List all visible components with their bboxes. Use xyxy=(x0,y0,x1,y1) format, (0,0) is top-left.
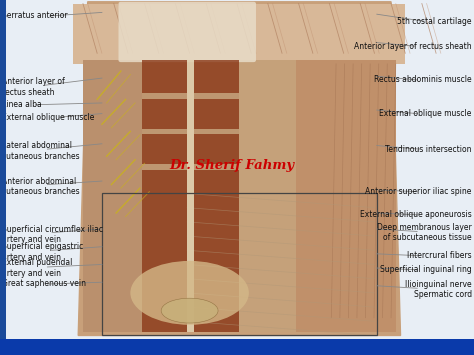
Polygon shape xyxy=(78,2,401,335)
Text: Rectus abdominis muscle: Rectus abdominis muscle xyxy=(374,75,472,84)
Bar xyxy=(142,60,187,332)
Bar xyxy=(194,93,239,99)
Text: Deep membranous layer
of subcutaneous tissue: Deep membranous layer of subcutaneous ti… xyxy=(377,223,472,242)
Text: Serratus anterior: Serratus anterior xyxy=(2,11,68,21)
Bar xyxy=(0,0,6,355)
Text: Superficial inguinal ring: Superficial inguinal ring xyxy=(380,265,472,274)
Text: Tendinous intersection: Tendinous intersection xyxy=(385,144,472,154)
Bar xyxy=(239,60,296,332)
Text: Ilioinguinal nerve
Spermatic cord: Ilioinguinal nerve Spermatic cord xyxy=(405,280,472,299)
Bar xyxy=(142,164,187,170)
Bar xyxy=(0,339,474,355)
Bar xyxy=(194,60,239,332)
FancyBboxPatch shape xyxy=(118,2,256,62)
Text: Dr. Sherif Fahmy: Dr. Sherif Fahmy xyxy=(170,159,295,171)
Bar xyxy=(142,129,187,134)
Bar xyxy=(83,60,142,332)
Text: 5th costal cartilage: 5th costal cartilage xyxy=(397,17,472,26)
Text: Superficial circumflex iliac
artery and vein: Superficial circumflex iliac artery and … xyxy=(2,225,103,244)
Text: Anterior layer of
rectus sheath: Anterior layer of rectus sheath xyxy=(2,77,65,97)
Text: Anterior abdominal
cutaneous branches: Anterior abdominal cutaneous branches xyxy=(2,177,80,196)
Bar xyxy=(194,164,239,170)
Text: External pudendal
artery and vein: External pudendal artery and vein xyxy=(2,258,73,278)
Text: Intercrural fibers: Intercrural fibers xyxy=(407,251,472,260)
Text: External oblique muscle: External oblique muscle xyxy=(379,109,472,118)
Bar xyxy=(102,193,377,335)
Text: Anterior superior iliac spine: Anterior superior iliac spine xyxy=(365,187,472,196)
Text: Superficial epigastric
artery and vein: Superficial epigastric artery and vein xyxy=(2,242,83,262)
Text: Linea alba: Linea alba xyxy=(2,100,42,109)
Text: External oblique aponeurosis: External oblique aponeurosis xyxy=(360,210,472,219)
Text: External oblique muscle: External oblique muscle xyxy=(2,113,95,122)
Ellipse shape xyxy=(161,298,218,323)
Text: Lateral abdominal
cutaneous branches: Lateral abdominal cutaneous branches xyxy=(2,141,80,160)
Bar xyxy=(187,60,194,332)
Bar xyxy=(194,129,239,134)
Bar xyxy=(83,60,396,332)
Bar xyxy=(73,4,405,64)
Bar xyxy=(142,93,187,99)
Ellipse shape xyxy=(130,261,249,325)
Text: Anterior layer of rectus sheath: Anterior layer of rectus sheath xyxy=(354,42,472,51)
Text: Great saphenous vein: Great saphenous vein xyxy=(2,279,86,289)
